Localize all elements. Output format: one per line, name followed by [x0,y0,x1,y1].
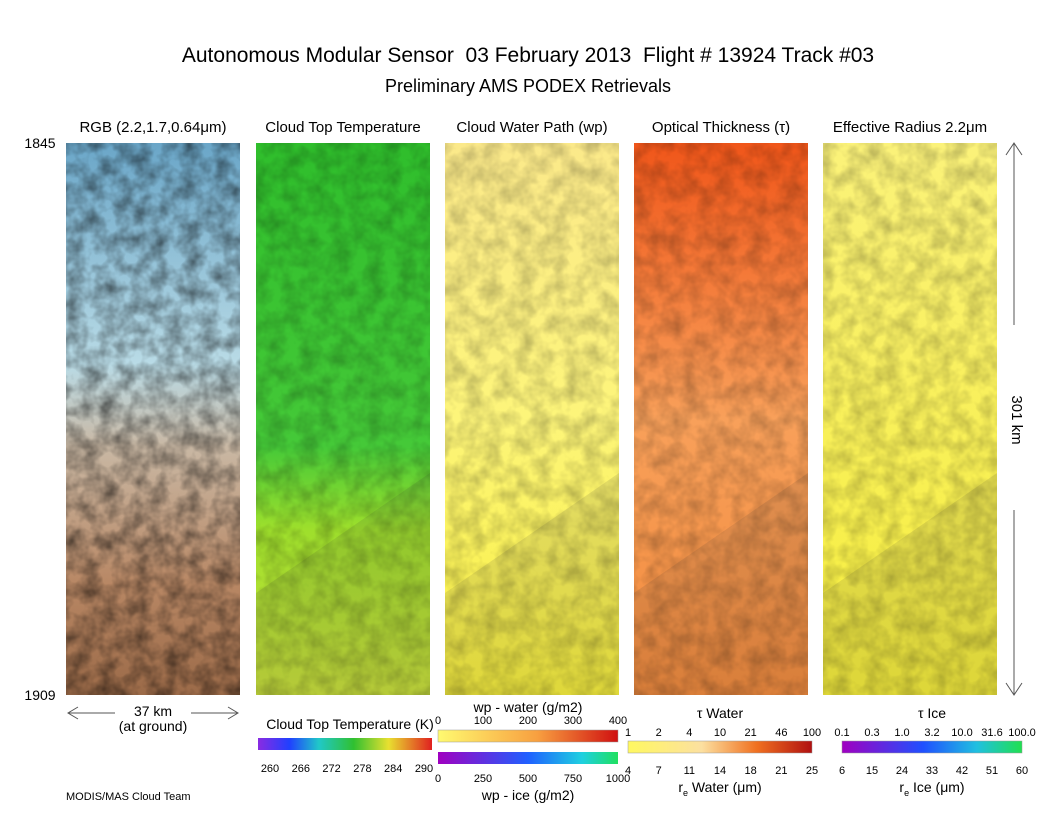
tick-label: 200 [519,715,537,727]
tick-label: 7 [656,765,662,777]
tick-label: 100.0 [1008,727,1036,739]
tick-label: 60 [1016,765,1028,777]
tick-label: 272 [322,763,340,775]
colorbar [438,752,618,764]
tick-label: 0 [435,773,441,785]
colorbar [258,738,432,750]
tick-label: 300 [564,715,582,727]
tick-label: 31.6 [981,727,1002,739]
start-time: 1845 [24,135,55,151]
panel-texture [66,143,240,695]
tick-label: 100 [803,727,821,739]
colorbar [627,740,813,754]
label-part: e [683,788,688,798]
width-note: (at ground) [119,718,187,734]
tick-label: 266 [292,763,310,775]
tick-label: 500 [519,773,537,785]
panel-title: Optical Thickness (τ) [652,119,790,136]
panel-texture [634,143,808,695]
colorbar-title: τ Ice [918,705,946,721]
panel-title: Cloud Top Temperature [265,119,420,136]
tick-label: 33 [926,765,938,777]
tick-label: 0 [435,715,441,727]
label-part: e [904,788,909,798]
tick-label: 0.1 [834,727,849,739]
subtitle: Preliminary AMS PODEX Retrievals [385,76,671,96]
panel-title: RGB (2.2,1.7,0.64μm) [79,119,226,136]
dark-region [634,473,808,695]
tick-label: 1.0 [894,727,909,739]
tick-label: 4 [625,765,631,777]
tick-label: 4 [686,727,692,739]
tick-label: 260 [261,763,279,775]
tick-label: 278 [353,763,371,775]
tick-label: 10 [714,727,726,739]
tick-label: 15 [866,765,878,777]
tick-label: 3.2 [924,727,939,739]
tick-label: 750 [564,773,582,785]
label-bg [115,702,191,738]
dark-region [823,473,997,695]
tick-label: 250 [474,773,492,785]
colorbars: Cloud Top Temperature (K)260 266 272 278 284… [258,699,1036,803]
tick-label: 400 [609,715,627,727]
panel-texture [445,143,619,695]
tick-label: 21 [745,727,757,739]
panel-texture [823,143,997,695]
colorbar-title: τ Water [697,705,744,721]
colorbar-title: wp - water (g/m2) [473,699,583,715]
tick-label: 6 [839,765,845,777]
colorbar-label: re Water (μm) [678,779,761,798]
title: Autonomous Modular Sensor 03 February 20… [182,44,874,67]
tick-label: 1000 [606,773,630,785]
tick-label: 18 [745,765,757,777]
tick-label: 100 [474,715,492,727]
dark-region [256,473,430,695]
label-part: Water (μm) [688,779,762,795]
tick-label: 284 [384,763,402,775]
tick-label: 46 [775,727,787,739]
colorbar-title: wp - ice (g/m2) [481,787,575,803]
tick-label: 24 [896,765,908,777]
tick-label: 1 [625,727,631,739]
panel-texture [256,143,430,695]
tick-label: 51 [986,765,998,777]
label-part: r [678,779,683,795]
tick-label: 42 [956,765,968,777]
colorbar-label: re Ice (μm) [899,779,964,798]
tick-label: 0.3 [864,727,879,739]
colorbar-title: Cloud Top Temperature (K) [266,716,434,732]
panel-title: Cloud Water Path (wp) [456,119,607,136]
panel-title: Effective Radius 2.2μm [833,119,987,136]
tick-label: 11 [684,765,695,777]
width-label: 37 km [134,703,172,719]
label-part: Ice (μm) [909,779,965,795]
label-part: r [899,779,904,795]
colorbar [841,740,1023,754]
length-label: 301 km [1008,395,1025,444]
tick-label: 2 [656,727,662,739]
tick-label: 25 [806,765,818,777]
colorbar [437,729,619,743]
tick-label: 21 [775,765,787,777]
tick-label: 10.0 [951,727,972,739]
credit: MODIS/MAS Cloud Team [66,791,191,803]
tick-label: 14 [714,765,726,777]
panels: RGB (2.2,1.7,0.64μm) Cloud Top Temperatur… [66,119,997,695]
end-time: 1909 [24,687,55,703]
dark-region [445,473,619,695]
length-arrow [1005,142,1023,696]
tick-label: 290 [415,763,433,775]
